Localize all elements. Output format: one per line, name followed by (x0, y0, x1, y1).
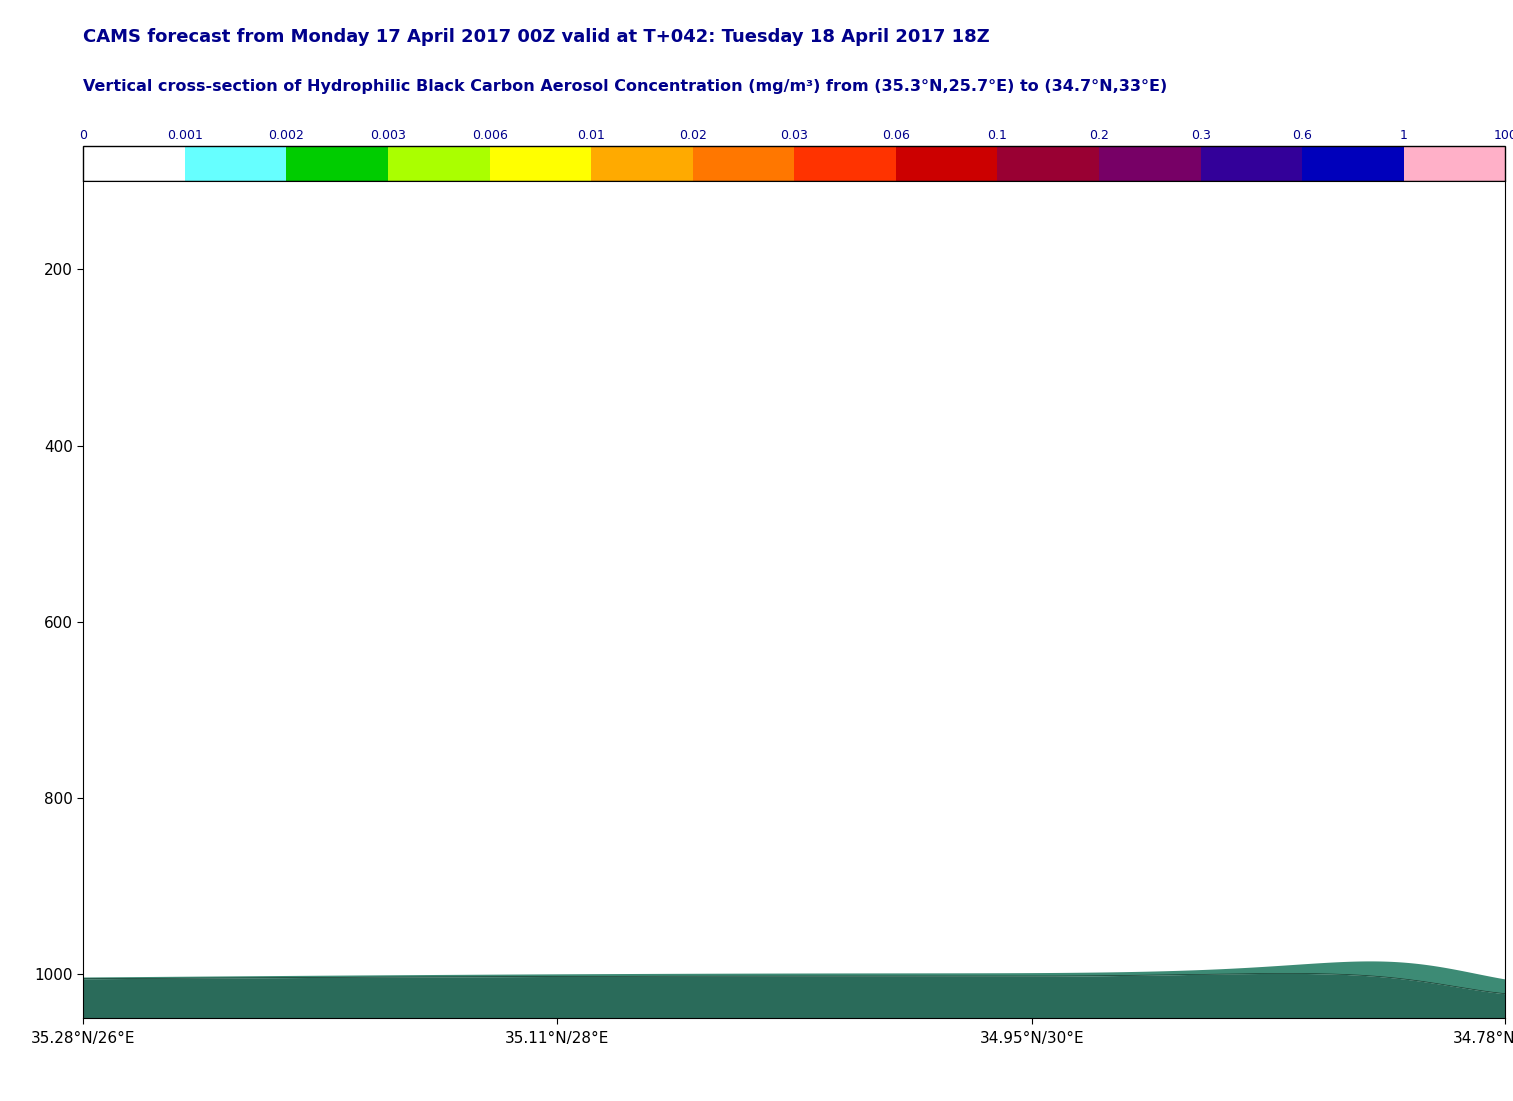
Text: 1: 1 (1400, 130, 1407, 142)
Bar (794, 145, 896, 182)
Bar (185, 145, 286, 182)
Text: 0.02: 0.02 (679, 130, 707, 142)
Text: 0.3: 0.3 (1191, 130, 1210, 142)
Bar (1303, 145, 1404, 182)
Text: 100: 100 (1493, 130, 1513, 142)
Bar (286, 145, 387, 182)
Bar (387, 145, 490, 182)
Text: 0.003: 0.003 (371, 130, 405, 142)
Bar (83, 145, 1505, 182)
Bar (693, 145, 794, 182)
Text: CAMS forecast from Monday 17 April 2017 00Z valid at T+042: Tuesday 18 April 201: CAMS forecast from Monday 17 April 2017 … (83, 28, 990, 45)
Text: 0.6: 0.6 (1292, 130, 1312, 142)
Bar (490, 145, 592, 182)
Text: 0.06: 0.06 (882, 130, 909, 142)
Text: 0.03: 0.03 (781, 130, 808, 142)
Bar (1201, 145, 1303, 182)
Bar (1098, 145, 1201, 182)
Text: 0.01: 0.01 (578, 130, 605, 142)
Text: 0.002: 0.002 (268, 130, 304, 142)
Text: 0.001: 0.001 (166, 130, 203, 142)
Text: 0.2: 0.2 (1089, 130, 1109, 142)
Bar (997, 145, 1098, 182)
Text: 0.1: 0.1 (988, 130, 1008, 142)
Bar (1404, 145, 1505, 182)
Bar (592, 145, 693, 182)
Bar (83, 145, 185, 182)
Text: Vertical cross-section of Hydrophilic Black Carbon Aerosol Concentration (mg/m³): Vertical cross-section of Hydrophilic Bl… (83, 79, 1168, 95)
Bar (896, 145, 997, 182)
Text: 0: 0 (79, 130, 88, 142)
Text: 0.006: 0.006 (472, 130, 507, 142)
